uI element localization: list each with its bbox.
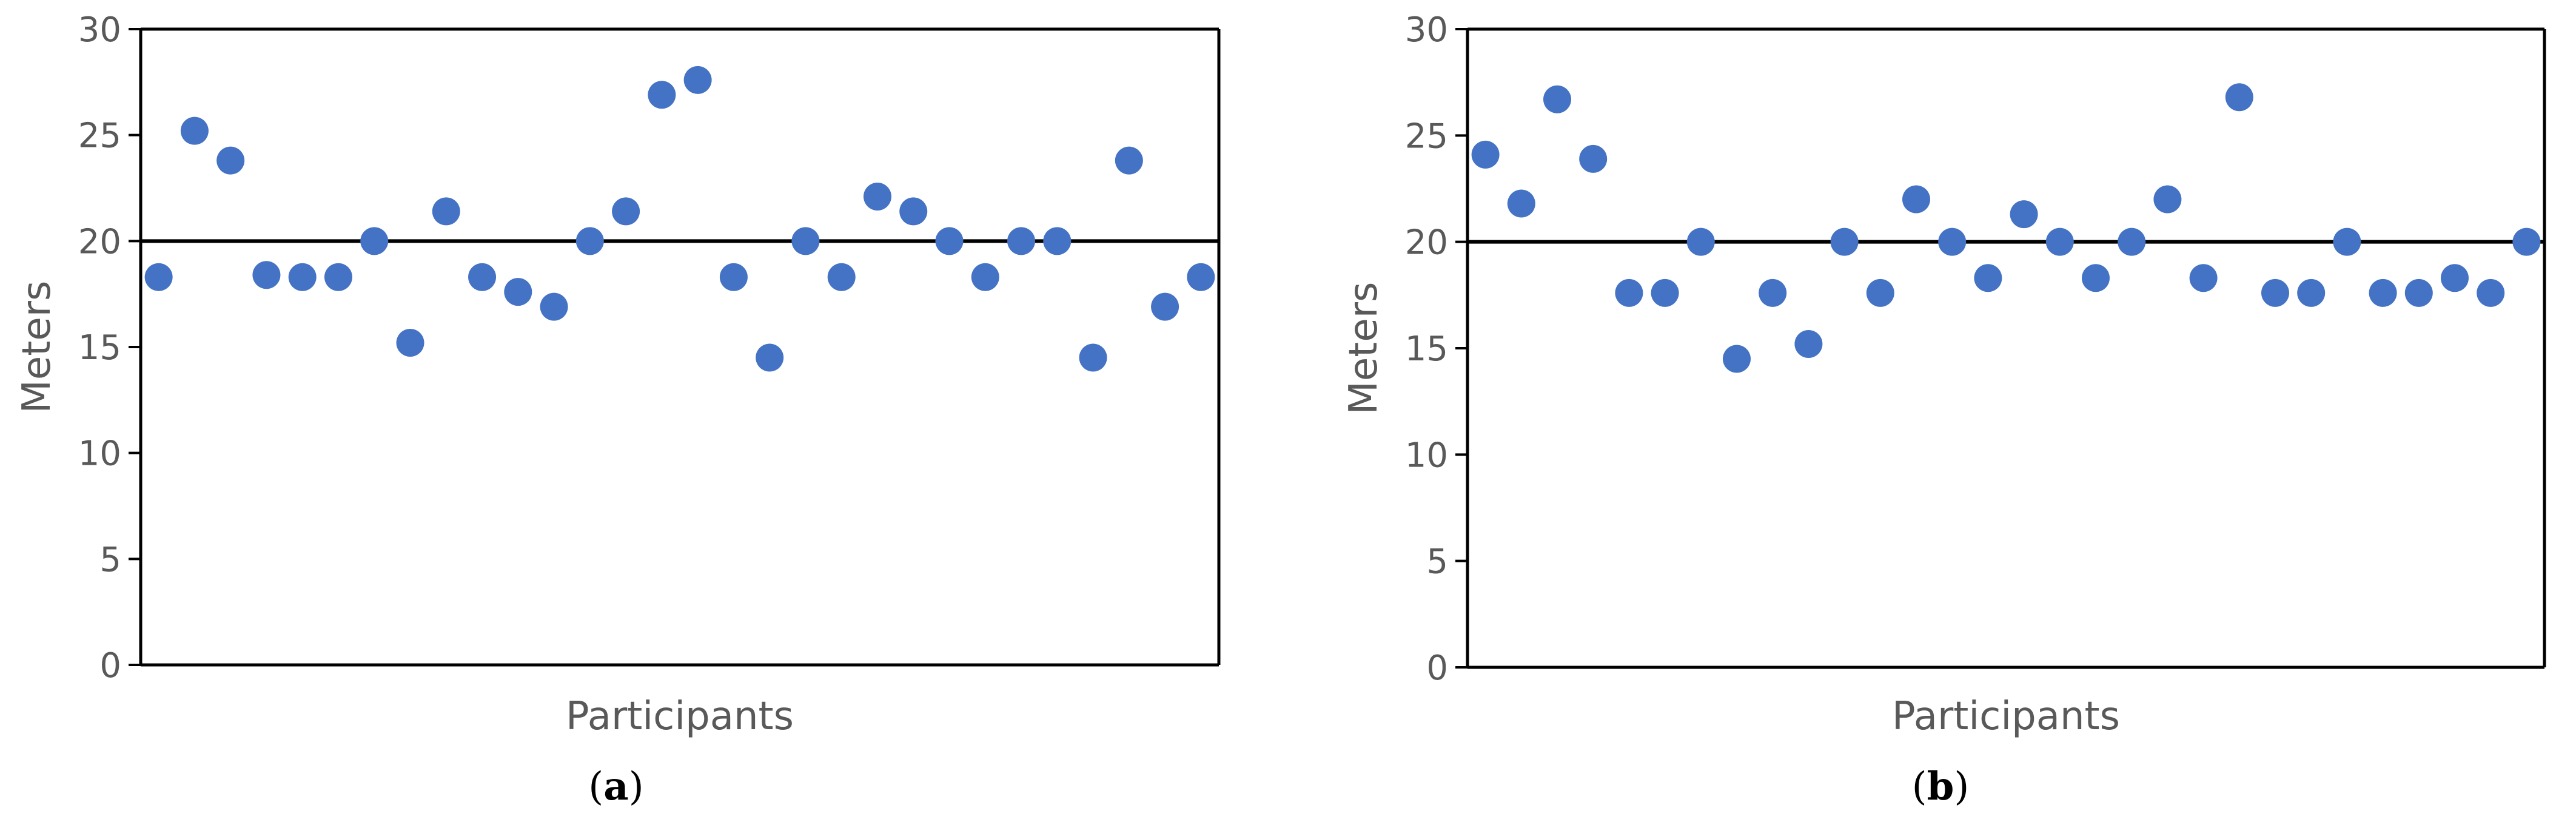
data-point xyxy=(1079,343,1107,372)
data-point xyxy=(144,263,173,291)
y-tick-label: 30 xyxy=(78,10,121,50)
y-tick-label: 15 xyxy=(1405,329,1448,369)
data-point xyxy=(432,197,460,226)
y-tick-label: 30 xyxy=(1405,10,1448,50)
data-point xyxy=(468,263,497,291)
y-tick-label: 20 xyxy=(1405,223,1448,263)
data-point xyxy=(2189,264,2218,292)
y-tick-label: 0 xyxy=(99,646,121,686)
y-axis-title: Meters xyxy=(15,281,59,414)
data-point xyxy=(396,329,424,357)
data-point xyxy=(288,263,317,291)
y-tick-label: 25 xyxy=(1405,116,1448,156)
data-point xyxy=(2118,228,2146,256)
data-point xyxy=(2333,228,2361,256)
data-point xyxy=(971,263,999,291)
data-point xyxy=(2045,228,2074,256)
data-point xyxy=(791,227,820,255)
y-tick-label: 10 xyxy=(78,434,121,474)
data-point xyxy=(2369,278,2397,307)
data-point xyxy=(1651,278,1679,307)
data-point xyxy=(612,197,640,226)
data-point xyxy=(2010,200,2038,229)
data-point xyxy=(180,116,209,145)
data-point xyxy=(1471,140,1500,169)
data-point xyxy=(1723,345,1751,373)
data-point xyxy=(2261,278,2289,307)
data-point xyxy=(540,292,568,321)
data-point xyxy=(2297,278,2326,307)
panel-caption: (a) xyxy=(588,764,643,809)
data-point xyxy=(1830,228,1859,256)
data-point xyxy=(1759,278,1787,307)
y-tick-label: 10 xyxy=(1405,436,1448,475)
data-point xyxy=(1007,227,1036,255)
y-tick-label: 15 xyxy=(78,328,121,368)
data-point xyxy=(1866,278,1894,307)
data-point xyxy=(1043,227,1072,255)
data-point xyxy=(827,263,856,291)
data-point xyxy=(935,227,964,255)
data-point xyxy=(2441,264,2469,292)
data-point xyxy=(2082,264,2110,292)
panel-caption: (b) xyxy=(1912,764,1970,809)
data-point xyxy=(1151,292,1179,321)
y-tick-label: 5 xyxy=(99,540,121,579)
data-point xyxy=(1974,264,2002,292)
data-point xyxy=(324,263,352,291)
data-point xyxy=(1938,228,1967,256)
data-point xyxy=(1902,185,1930,214)
data-point xyxy=(504,278,532,306)
y-tick-label: 0 xyxy=(1426,649,1448,688)
data-point xyxy=(2477,278,2505,307)
data-point xyxy=(1615,278,1643,307)
data-point xyxy=(2225,83,2253,112)
y-tick-label: 5 xyxy=(1426,542,1448,582)
data-point xyxy=(216,146,245,175)
data-point xyxy=(719,263,748,291)
x-axis-title: Participants xyxy=(566,694,794,739)
data-point xyxy=(1579,144,1608,173)
chart-panel-b: 0 5 10 15 20 25 30 Meters Participants (b) xyxy=(1341,10,2546,809)
data-point xyxy=(1794,329,1823,358)
data-point xyxy=(648,81,676,109)
data-point xyxy=(2512,228,2541,256)
data-point xyxy=(1686,228,1715,256)
data-point xyxy=(756,343,784,372)
data-point xyxy=(2404,278,2433,307)
x-axis-title: Participants xyxy=(1892,694,2120,739)
y-axis-title: Meters xyxy=(1341,282,1386,415)
data-point xyxy=(1115,146,1143,175)
data-point xyxy=(2153,185,2182,214)
data-point xyxy=(899,197,928,226)
data-point xyxy=(575,227,604,255)
data-point xyxy=(1187,263,1215,291)
y-tick-label: 25 xyxy=(78,116,121,156)
data-point xyxy=(360,227,389,255)
data-point xyxy=(252,261,281,289)
data-point xyxy=(683,66,712,94)
chart-panel-a: 0 5 10 15 20 25 30 Meters Participants (a) xyxy=(15,10,1221,809)
y-tick-label: 20 xyxy=(78,222,121,261)
data-point xyxy=(1543,85,1571,113)
data-point xyxy=(1507,189,1535,218)
data-point xyxy=(863,182,891,211)
